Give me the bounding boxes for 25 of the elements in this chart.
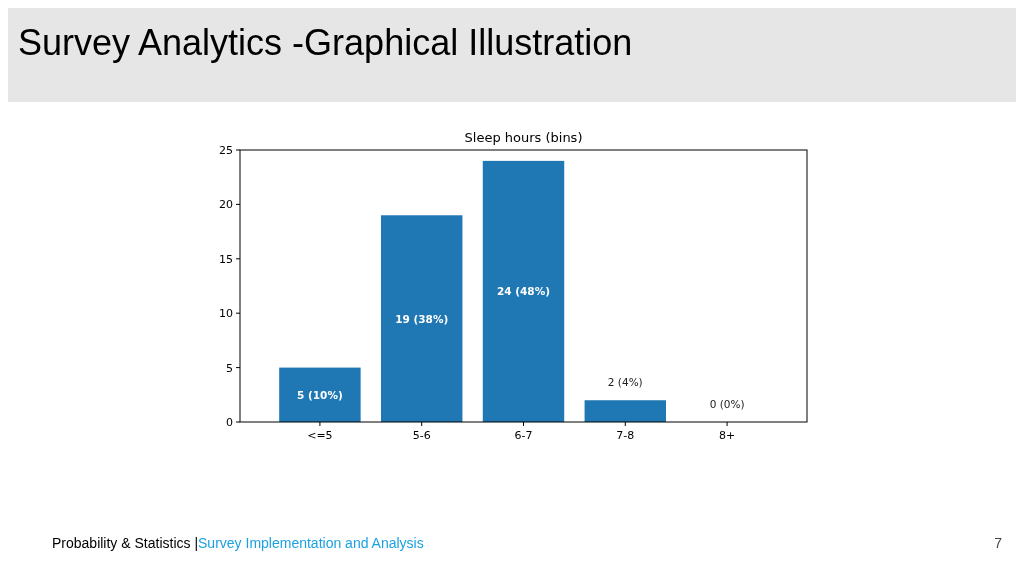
bar: [380, 215, 463, 422]
data-label: 19 (38%): [395, 312, 449, 325]
y-tick-label: 15: [219, 252, 233, 266]
bar: [279, 367, 361, 422]
y-tick-label: 5: [226, 361, 233, 375]
data-label: 5 (10%): [297, 388, 343, 401]
y-tick-label: 25: [219, 144, 233, 157]
text: Survey Implementation and Analysis: [198, 535, 424, 551]
x-tick-label: 8+: [718, 429, 736, 442]
data-label: 24 (48%): [497, 285, 550, 298]
y-tick-label: 10: [219, 307, 233, 321]
y-tick-label: 0: [226, 416, 233, 429]
x-tick-label: <=5: [307, 429, 333, 442]
bar: [584, 400, 667, 422]
x-tick-label: 5-6: [412, 429, 431, 442]
chart-subtitle: Sleep hours (bins): [464, 130, 583, 145]
x-tick-label: 7-8: [616, 429, 635, 442]
data-label: 2 (4%): [607, 376, 643, 389]
bar: [482, 160, 565, 422]
x-tick-label: 6-7: [514, 429, 533, 442]
text: 7: [994, 535, 1003, 551]
chart-title: Survey Analytics -Graphical Illustration: [18, 22, 633, 63]
y-tick-label: 20: [219, 198, 233, 212]
text: Probability & Statistics |: [52, 535, 199, 551]
data-label: 0 (0%): [709, 398, 745, 410]
